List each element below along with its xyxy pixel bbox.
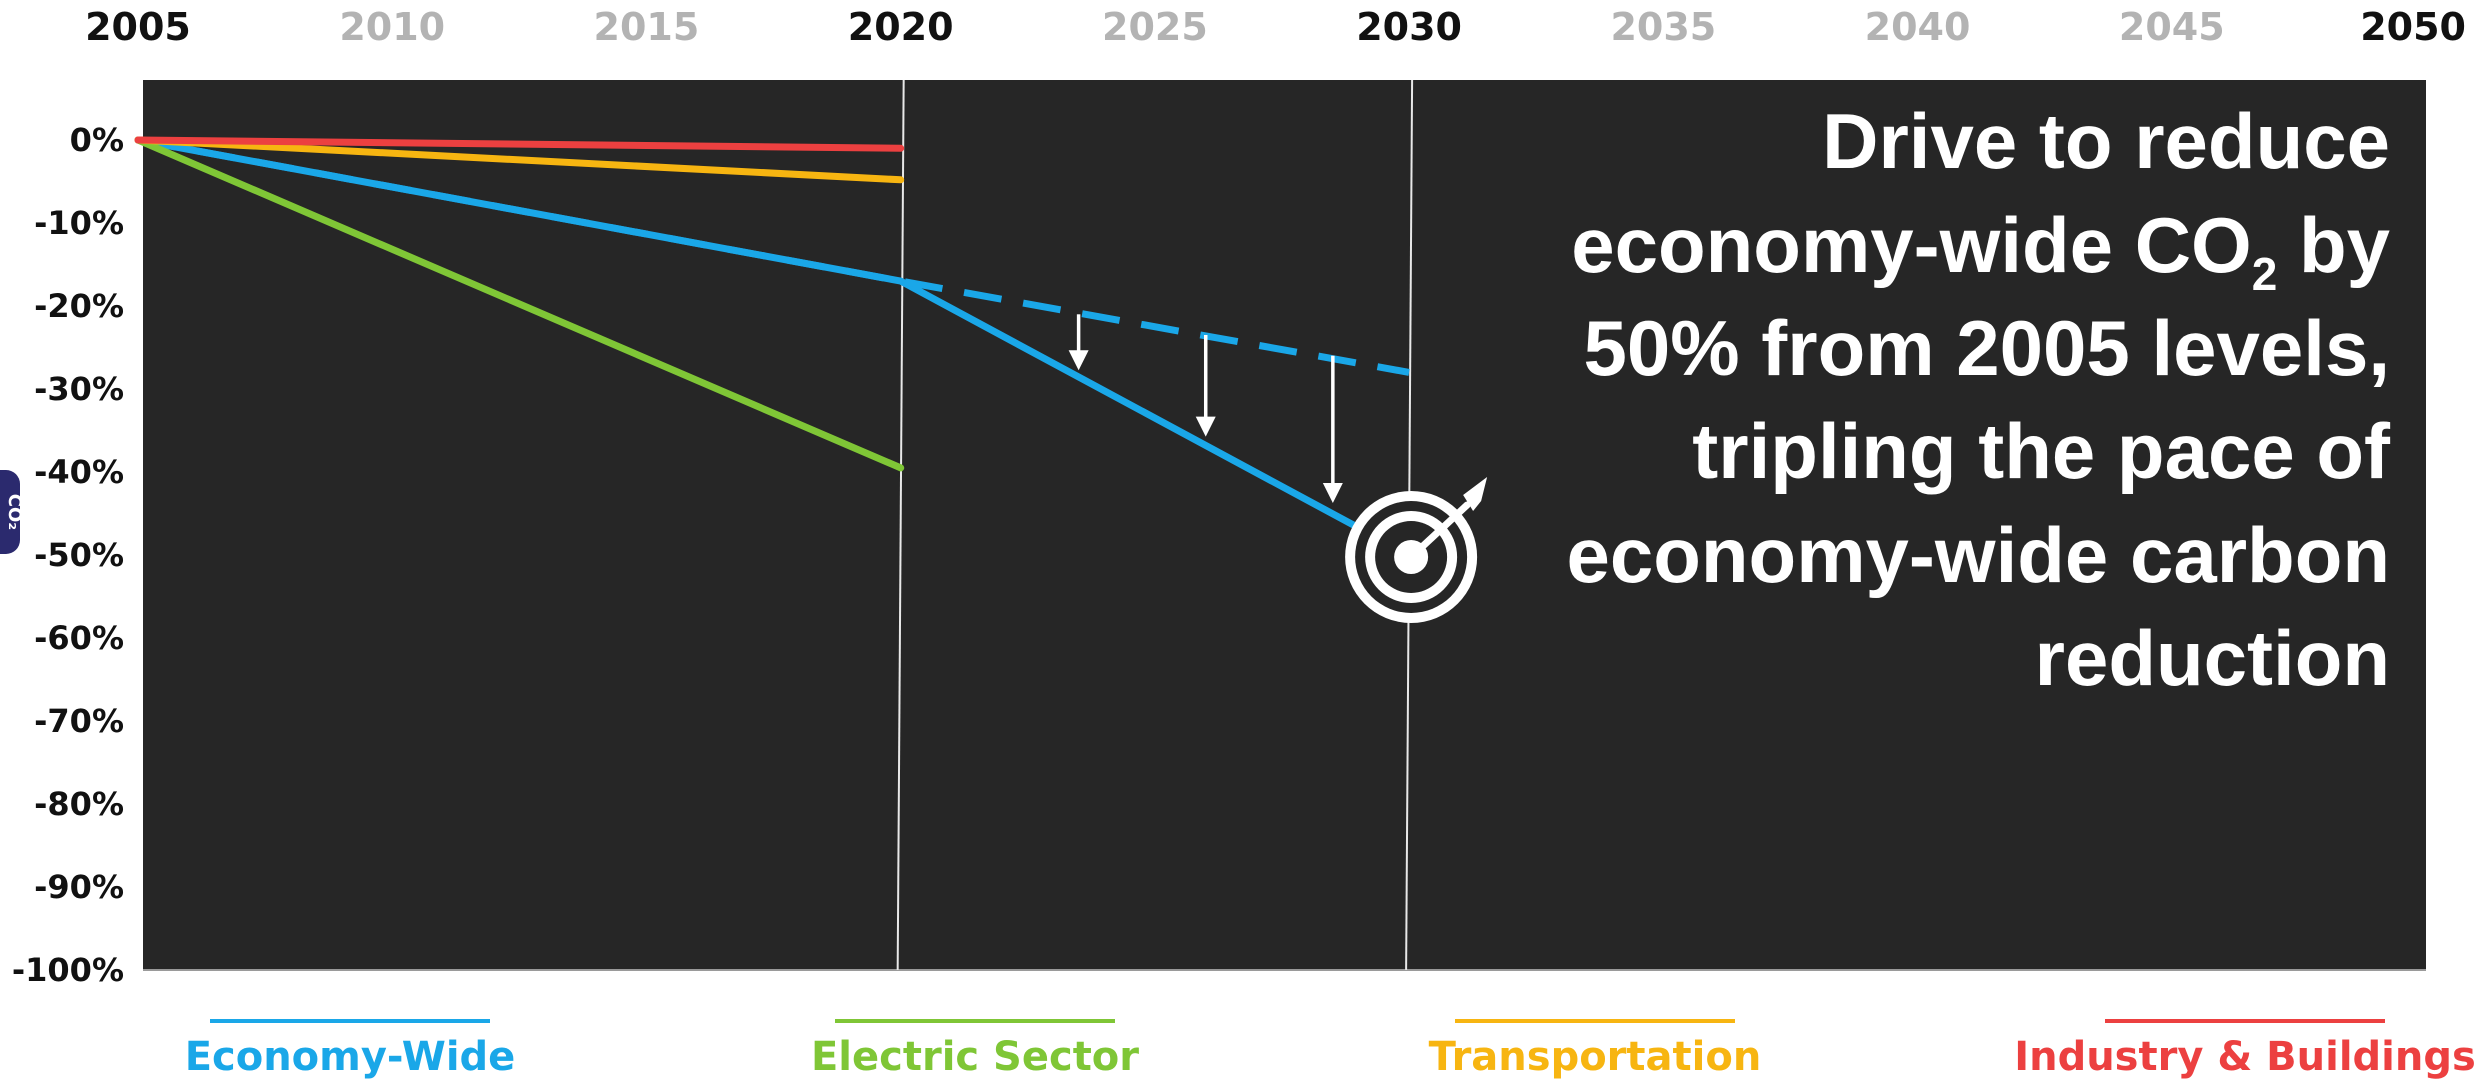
x-tick-label: 2045 xyxy=(2119,5,2225,49)
callout-line: economy-wide carbon xyxy=(1567,511,2391,599)
legend-label: Electric Sector xyxy=(811,1034,1139,1080)
y-axis-label-badge xyxy=(0,470,20,554)
industry-buildings-solid-line xyxy=(134,136,905,152)
y-tick-label: -80% xyxy=(34,785,124,823)
callout-line: reduction xyxy=(2035,614,2390,702)
callout-line: tripling the pace of xyxy=(1692,407,2391,495)
callout-suffix: by xyxy=(2277,201,2390,289)
x-axis: 2005 2010 2015 2020 2025 2030 2035 2040 2045 2050 xyxy=(85,5,2466,49)
plot-area xyxy=(143,80,2426,970)
economy-wide-dashed-line xyxy=(137,136,1410,376)
legend-label: Industry & Buildings xyxy=(2014,1034,2476,1080)
x-tick-label: 2025 xyxy=(1102,5,1208,49)
y-tick-label: -70% xyxy=(34,702,124,740)
x-tick-label: 2010 xyxy=(339,5,445,49)
arrow-head xyxy=(1195,416,1216,437)
legend-label: Economy-Wide xyxy=(185,1034,516,1080)
callout-subscript: 2 xyxy=(2252,248,2278,300)
y-tick-label: -60% xyxy=(34,619,124,657)
transportation-solid-line xyxy=(134,136,905,184)
y-axis: 0% -10% -20% -30% -40% -50% -60% -70% -80% -90% -1… xyxy=(12,121,2426,989)
x-tick-label: 2040 xyxy=(1865,5,1971,49)
x-tick-label: 2050 xyxy=(2360,5,2466,49)
x-tick-label: 2005 xyxy=(85,5,191,49)
callout-line: economy-wide CO2 by xyxy=(1571,201,2390,300)
reduction-arrows xyxy=(1068,314,1343,504)
x-tick-label: 2035 xyxy=(1610,5,1716,49)
callout-line: 50% from 2005 levels, xyxy=(1583,304,2390,392)
y-axis-label-text: CO₂ xyxy=(4,494,25,530)
x-tick-label: 2020 xyxy=(848,5,954,49)
y-tick-label: -40% xyxy=(34,453,124,491)
arrow-head xyxy=(1322,483,1343,504)
y-axis-label: CO₂ xyxy=(0,470,25,554)
y-tick-label: -90% xyxy=(34,868,124,906)
legend-label: Transportation xyxy=(1429,1034,1762,1080)
y-tick-label: -20% xyxy=(34,287,124,325)
y-tick-label: -50% xyxy=(34,536,124,574)
y-tick-label: -100% xyxy=(12,951,124,989)
callout-main-text: economy-wide CO xyxy=(1571,201,2251,289)
arrow-head xyxy=(1068,350,1089,371)
target-dart-fletch xyxy=(1463,477,1488,511)
y-tick-label: -30% xyxy=(34,370,124,408)
target-icon xyxy=(1345,477,1488,623)
series-lines xyxy=(134,136,1413,559)
x-tick-label: 2015 xyxy=(594,5,700,49)
y-tick-label: -10% xyxy=(34,204,124,242)
y-tick-label: 0% xyxy=(70,121,124,159)
legend: Economy-Wide Electric Sector Transportatio… xyxy=(185,1019,2476,1080)
callout-line: Drive to reduce xyxy=(1822,97,2390,185)
x-tick-label: 2030 xyxy=(1356,5,1462,49)
vertical-marker-line xyxy=(896,79,905,971)
electric-sector-solid-line xyxy=(134,136,905,472)
target-dart-shaft xyxy=(1407,501,1471,561)
